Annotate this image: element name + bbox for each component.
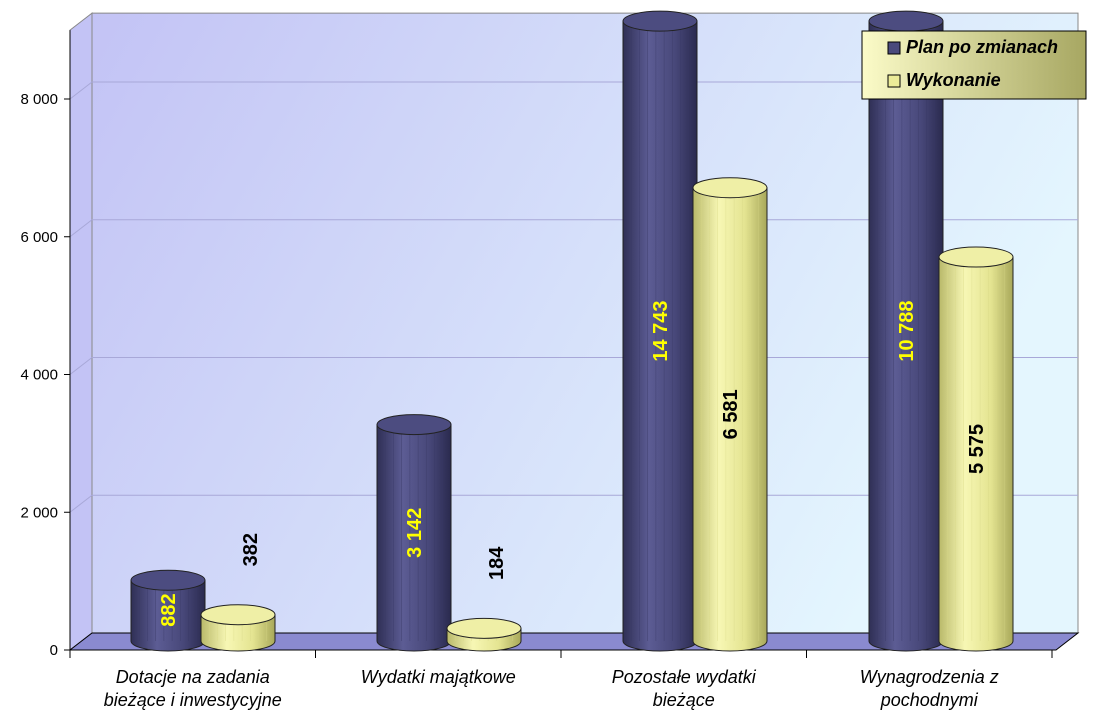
bar-top [446,617,522,639]
bar-top [376,414,452,436]
data-label: 382 [240,533,262,566]
data-label: 5 575 [966,424,988,474]
data-label: 10 788 [896,300,918,361]
gridline-side [69,81,93,100]
data-label: 882 [158,593,180,626]
legend-label-wykonanie: Wykonanie [906,70,1001,90]
axes: 0 2 000 4 000 6 000 8 000 Dotacje na zadania b… [20,30,1056,710]
bar [446,617,522,652]
bar-top [130,569,206,591]
chart-side-wall [69,12,93,652]
bar-top [868,10,944,32]
data-label: 184 [486,546,508,580]
bar-body [692,187,768,652]
x-tick-label: pochodnymi [880,690,979,710]
gridline-side [69,357,93,375]
data-label: 6 581 [720,389,742,439]
bar [692,177,768,652]
x-tick-label: Wydatki majątkowe [361,667,516,687]
x-tick-label: bieżące i inwestycyjne [104,690,282,710]
bar [938,246,1014,652]
bar [622,10,698,652]
bar-top [200,604,276,626]
y-tick-label: 4 000 [20,367,58,384]
y-tick-label: 2 000 [20,504,58,521]
y-tick-label: 8 000 [20,91,58,108]
data-label: 14 743 [650,300,672,361]
bar-body [938,256,1014,652]
x-tick-label: Dotacje na zadania [116,667,270,687]
bar-top [938,246,1014,268]
bar [130,569,206,652]
x-tick-label: bieżące [653,690,715,710]
bar-top [622,10,698,32]
gridline-side [69,219,93,238]
data-labels: 882 3 142 14 743 10 788 382 184 6 581 5 575 [158,300,988,626]
legend: Plan po zmianach Wykonanie [861,30,1087,100]
gridline-side [69,494,93,513]
y-tick-label: 6 000 [20,229,58,246]
bars [130,10,1014,652]
legend-label-plan: Plan po zmianach [906,37,1058,57]
bar [200,604,276,652]
legend-swatch-plan [887,41,901,55]
bar-top [692,177,768,199]
bar [376,414,452,652]
x-tick-label: Wynagrodzenia z [860,667,999,687]
data-label: 3 142 [404,508,426,558]
legend-swatch-wykonanie [887,74,901,88]
y-tick-label: 0 [50,642,58,659]
x-tick-label: Pozostałe wydatki [612,667,757,687]
